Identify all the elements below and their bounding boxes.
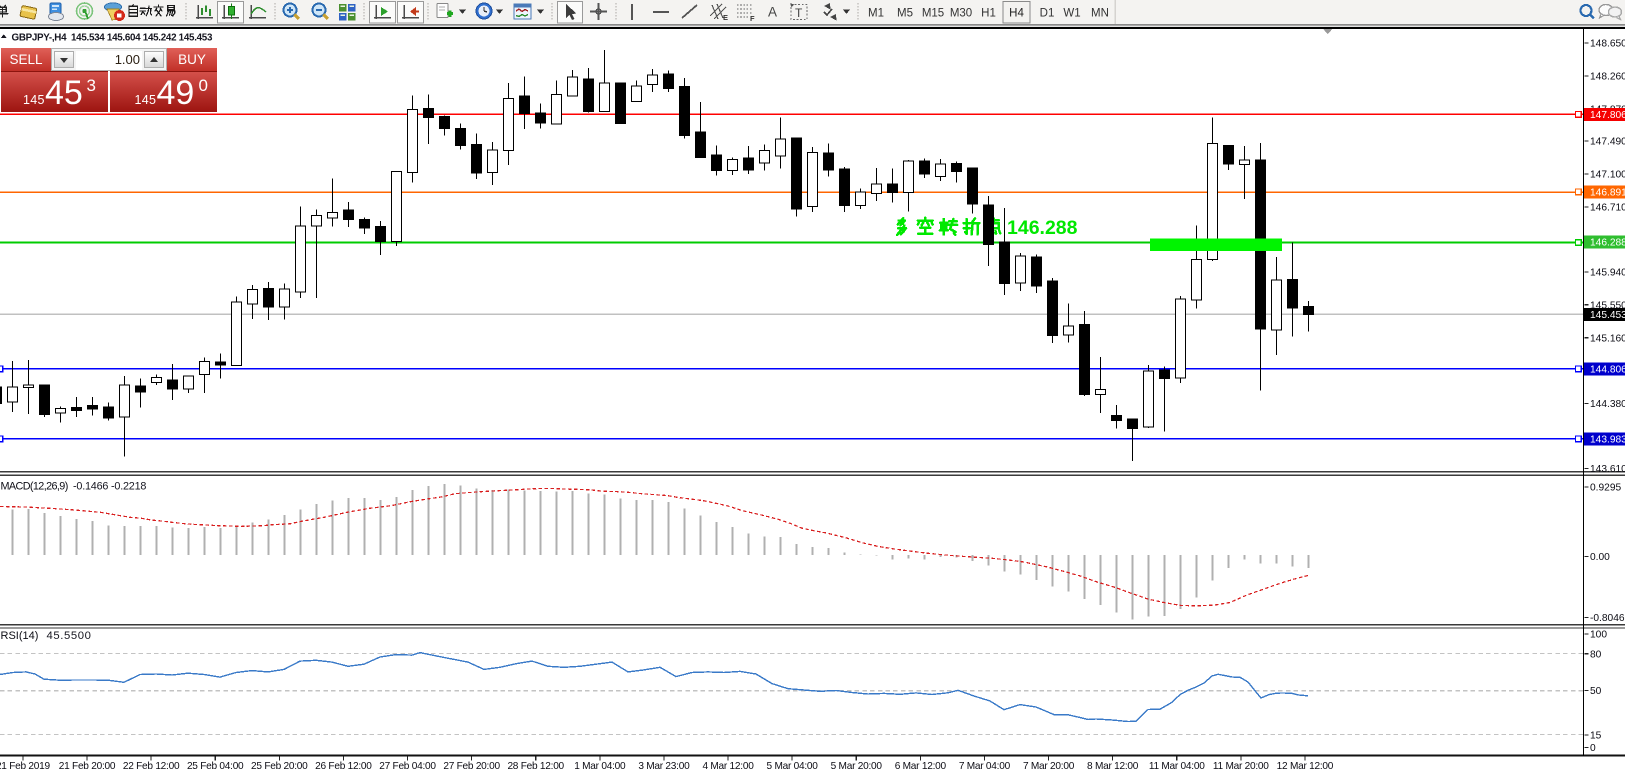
svg-text:145.550: 145.550: [1590, 300, 1625, 311]
svg-text:25 Feb 04:00: 25 Feb 04:00: [187, 761, 244, 772]
svg-text:7 Mar 20:00: 7 Mar 20:00: [1023, 761, 1075, 772]
svg-text:M5: M5: [897, 8, 913, 20]
svg-text:144.380: 144.380: [1590, 399, 1625, 410]
svg-text:-0.8046: -0.8046: [1590, 613, 1625, 624]
svg-text:148.260: 148.260: [1590, 72, 1625, 83]
svg-text:GBPJPY-,H4: GBPJPY-,H4: [12, 32, 68, 43]
svg-text:7 Mar 04:00: 7 Mar 04:00: [959, 761, 1011, 772]
svg-text:28 Feb 12:00: 28 Feb 12:00: [507, 761, 564, 772]
svg-text:145.534 145.604 145.242 145.45: 145.534 145.604 145.242 145.453: [71, 32, 213, 43]
svg-text:100: 100: [1590, 630, 1607, 641]
svg-text:1 Mar 04:00: 1 Mar 04:00: [574, 761, 626, 772]
svg-text:21 Feb 2019: 21 Feb 2019: [0, 761, 51, 772]
svg-text:H1: H1: [981, 8, 996, 20]
svg-text:145.940: 145.940: [1590, 268, 1625, 279]
svg-text:26 Feb 12:00: 26 Feb 12:00: [315, 761, 372, 772]
svg-text:T: T: [795, 6, 803, 20]
svg-text:147.806: 147.806: [1590, 110, 1625, 121]
svg-text:0.00: 0.00: [1590, 552, 1610, 563]
svg-text:45.5500: 45.5500: [47, 630, 92, 642]
svg-text:148.650: 148.650: [1590, 39, 1625, 50]
svg-text:15: 15: [1590, 731, 1602, 742]
svg-text:144.806: 144.806: [1590, 365, 1625, 376]
svg-text:145.453: 145.453: [1590, 310, 1625, 321]
svg-text:21 Feb 20:00: 21 Feb 20:00: [59, 761, 116, 772]
svg-text:80: 80: [1590, 649, 1602, 660]
svg-text:A: A: [768, 5, 777, 20]
svg-text:12 Mar 12:00: 12 Mar 12:00: [1277, 761, 1334, 772]
svg-text:147.490: 147.490: [1590, 137, 1625, 148]
svg-text:-0.1466: -0.1466: [73, 480, 108, 492]
svg-text:MN: MN: [1091, 8, 1109, 20]
svg-text:146.891: 146.891: [1590, 188, 1625, 199]
svg-text:3 Mar 23:00: 3 Mar 23:00: [638, 761, 690, 772]
svg-text:0.9295: 0.9295: [1590, 483, 1621, 494]
svg-text:F: F: [750, 14, 755, 23]
svg-text:147.100: 147.100: [1590, 170, 1625, 181]
svg-text:146.288: 146.288: [1590, 238, 1625, 249]
svg-text:27 Feb 04:00: 27 Feb 04:00: [379, 761, 436, 772]
svg-text:M30: M30: [950, 8, 972, 20]
svg-text:145.160: 145.160: [1590, 333, 1625, 344]
svg-text:M15: M15: [922, 8, 944, 20]
svg-text:5 Mar 04:00: 5 Mar 04:00: [767, 761, 819, 772]
svg-text:6 Mar 12:00: 6 Mar 12:00: [895, 761, 947, 772]
svg-text:25 Feb 20:00: 25 Feb 20:00: [251, 761, 308, 772]
svg-text:146.710: 146.710: [1590, 203, 1625, 214]
svg-text:22 Feb 12:00: 22 Feb 12:00: [123, 761, 180, 772]
svg-text:11 Mar 20:00: 11 Mar 20:00: [1213, 761, 1269, 772]
svg-text:H4: H4: [1009, 8, 1024, 20]
svg-text:W1: W1: [1063, 8, 1080, 20]
svg-text:11 Mar 04:00: 11 Mar 04:00: [1149, 761, 1205, 772]
svg-text:MACD(12,26,9): MACD(12,26,9): [1, 480, 68, 492]
svg-text:8 Mar 12:00: 8 Mar 12:00: [1087, 761, 1139, 772]
svg-text:0: 0: [1590, 743, 1596, 754]
svg-text:50: 50: [1590, 686, 1602, 697]
svg-text:146.288: 146.288: [1007, 217, 1078, 239]
svg-text:M1: M1: [868, 8, 884, 20]
svg-text:5 Mar 20:00: 5 Mar 20:00: [831, 761, 883, 772]
svg-text:143.610: 143.610: [1590, 464, 1625, 475]
svg-text:143.983: 143.983: [1590, 435, 1625, 446]
svg-text:E: E: [723, 13, 728, 22]
svg-text:27 Feb 20:00: 27 Feb 20:00: [443, 761, 500, 772]
svg-text:RSI(14): RSI(14): [1, 630, 39, 642]
svg-text:D1: D1: [1040, 8, 1055, 20]
svg-text:-0.2218: -0.2218: [111, 480, 146, 492]
svg-text:4 Mar 12:00: 4 Mar 12:00: [702, 761, 754, 772]
